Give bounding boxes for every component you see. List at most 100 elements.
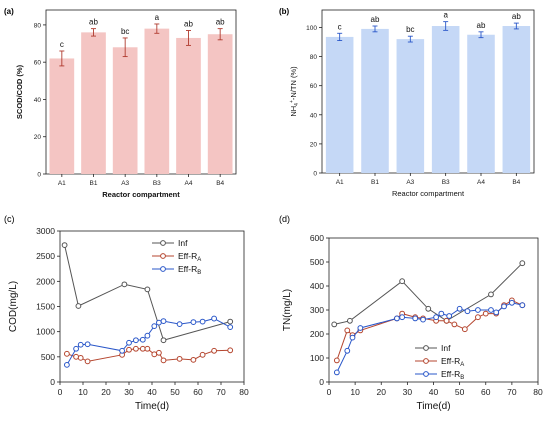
legend-name: Inf	[441, 343, 451, 353]
x-tick-label: 20	[377, 387, 387, 397]
y-tick-label: 0	[37, 172, 41, 179]
bar-A4	[467, 34, 495, 173]
legend-marker	[423, 345, 429, 351]
y-tick-label: 60	[34, 60, 42, 67]
y-label-superscript: +	[289, 100, 295, 103]
y-label-rest: -N/TN (%)	[289, 66, 298, 100]
plot-frame	[321, 9, 535, 174]
x-tick-label: 80	[239, 387, 249, 397]
y-tick-label: 100	[306, 25, 317, 32]
tn-time-line-chart: (d) 0 100 200 300 400 500 600 0 10 20 30 40 50 60 70 80 T…	[279, 214, 543, 412]
data-point	[227, 347, 234, 354]
bar-B1	[361, 28, 389, 173]
data-point	[420, 316, 426, 323]
data-point	[156, 349, 162, 356]
legend-name: Eff-R	[441, 356, 460, 366]
plot-frame	[328, 237, 539, 383]
legend-name: Eff-R	[178, 251, 197, 261]
y-tick-label: 80	[310, 54, 318, 61]
significance-letter: a	[155, 13, 160, 22]
legend-subscript: B	[197, 270, 201, 276]
data-point	[443, 317, 450, 324]
y-tick-label: 20	[310, 141, 318, 148]
data-point	[176, 355, 183, 362]
data-point	[77, 341, 84, 348]
y-tick-label: 20	[34, 134, 42, 141]
significance-letter: ab	[89, 18, 98, 27]
panel-c-line-chart: (c) 0 500 1000 1500 2000 2500 3000 0 10 20 30 40 50 60…	[0, 208, 275, 416]
y-tick-label: 60	[310, 83, 318, 90]
data-point	[139, 345, 146, 352]
data-point	[349, 334, 356, 341]
x-axis-label: Reactor compartment	[102, 190, 180, 199]
legend-label: Eff-RA	[178, 251, 201, 263]
data-point	[77, 354, 84, 361]
y-tick-label: 40	[34, 97, 42, 104]
bar-B4	[207, 34, 233, 175]
data-point	[75, 303, 82, 309]
data-point	[482, 310, 489, 317]
data-point	[126, 346, 132, 353]
x-tick-label: B1	[90, 180, 98, 187]
panel-label: (b)	[279, 7, 290, 16]
bar-A3	[396, 39, 425, 173]
x-tick-label: B1	[371, 179, 379, 186]
legend-marker	[423, 358, 429, 364]
x-tick-label: 60	[481, 387, 491, 397]
legend-subscript: A	[460, 362, 464, 368]
bar-A4	[176, 37, 201, 174]
significance-letter: a	[443, 11, 448, 20]
data-point	[160, 357, 167, 364]
data-point	[199, 351, 206, 358]
legend-subscript: A	[197, 257, 201, 263]
panel-a-bar-chart: (a) 0 20 40 60 80 c A1 ab B1 bc A3 a B3 ab A4 ab B4 Reacto…	[0, 0, 275, 208]
y-tick-label: 100	[310, 353, 324, 363]
x-tick-label: A3	[121, 180, 129, 187]
data-point	[126, 339, 132, 346]
x-tick-label: 50	[455, 387, 465, 397]
x-tick-label: 40	[429, 387, 439, 397]
legend-name: Eff-R	[178, 264, 197, 274]
data-point	[211, 315, 218, 322]
data-point	[160, 318, 167, 324]
data-point	[73, 345, 79, 352]
data-point	[144, 332, 151, 339]
data-point	[144, 286, 151, 293]
x-tick-label: 70	[216, 387, 226, 397]
data-point	[151, 351, 158, 358]
panel-label: (c)	[4, 214, 15, 224]
data-point	[64, 350, 70, 357]
significance-letter: bc	[121, 27, 129, 36]
bar-A1	[49, 58, 75, 174]
data-point	[488, 291, 494, 298]
data-point	[451, 321, 458, 328]
legend-subscript: B	[460, 375, 464, 381]
x-tick-label: 40	[147, 387, 157, 397]
data-point	[133, 345, 139, 352]
x-tick-label: 80	[533, 387, 543, 397]
data-point	[344, 327, 351, 334]
data-point	[344, 347, 351, 354]
series-line-2	[66, 318, 231, 366]
bar-B3	[144, 28, 170, 174]
x-tick-label: 0	[327, 387, 332, 397]
data-point	[461, 326, 468, 333]
data-point	[119, 347, 125, 354]
data-point	[133, 337, 139, 344]
significance-letter: c	[338, 22, 342, 31]
data-point	[61, 242, 68, 248]
y-axis-label: SCOD/COD (%)	[15, 64, 24, 119]
data-point	[199, 318, 206, 325]
legend-label: Inf	[441, 343, 451, 353]
data-point	[501, 303, 507, 310]
y-tick-label: 0	[319, 377, 324, 387]
data-point	[190, 319, 197, 326]
x-tick-label: B3	[153, 180, 161, 187]
data-point	[227, 324, 234, 331]
x-tick-label: 30	[403, 387, 413, 397]
y-tick-label: 2000	[36, 276, 55, 286]
x-tick-label: 30	[124, 387, 134, 397]
x-tick-label: A1	[58, 180, 66, 187]
y-tick-label: 1000	[36, 327, 55, 337]
data-point	[456, 305, 463, 312]
